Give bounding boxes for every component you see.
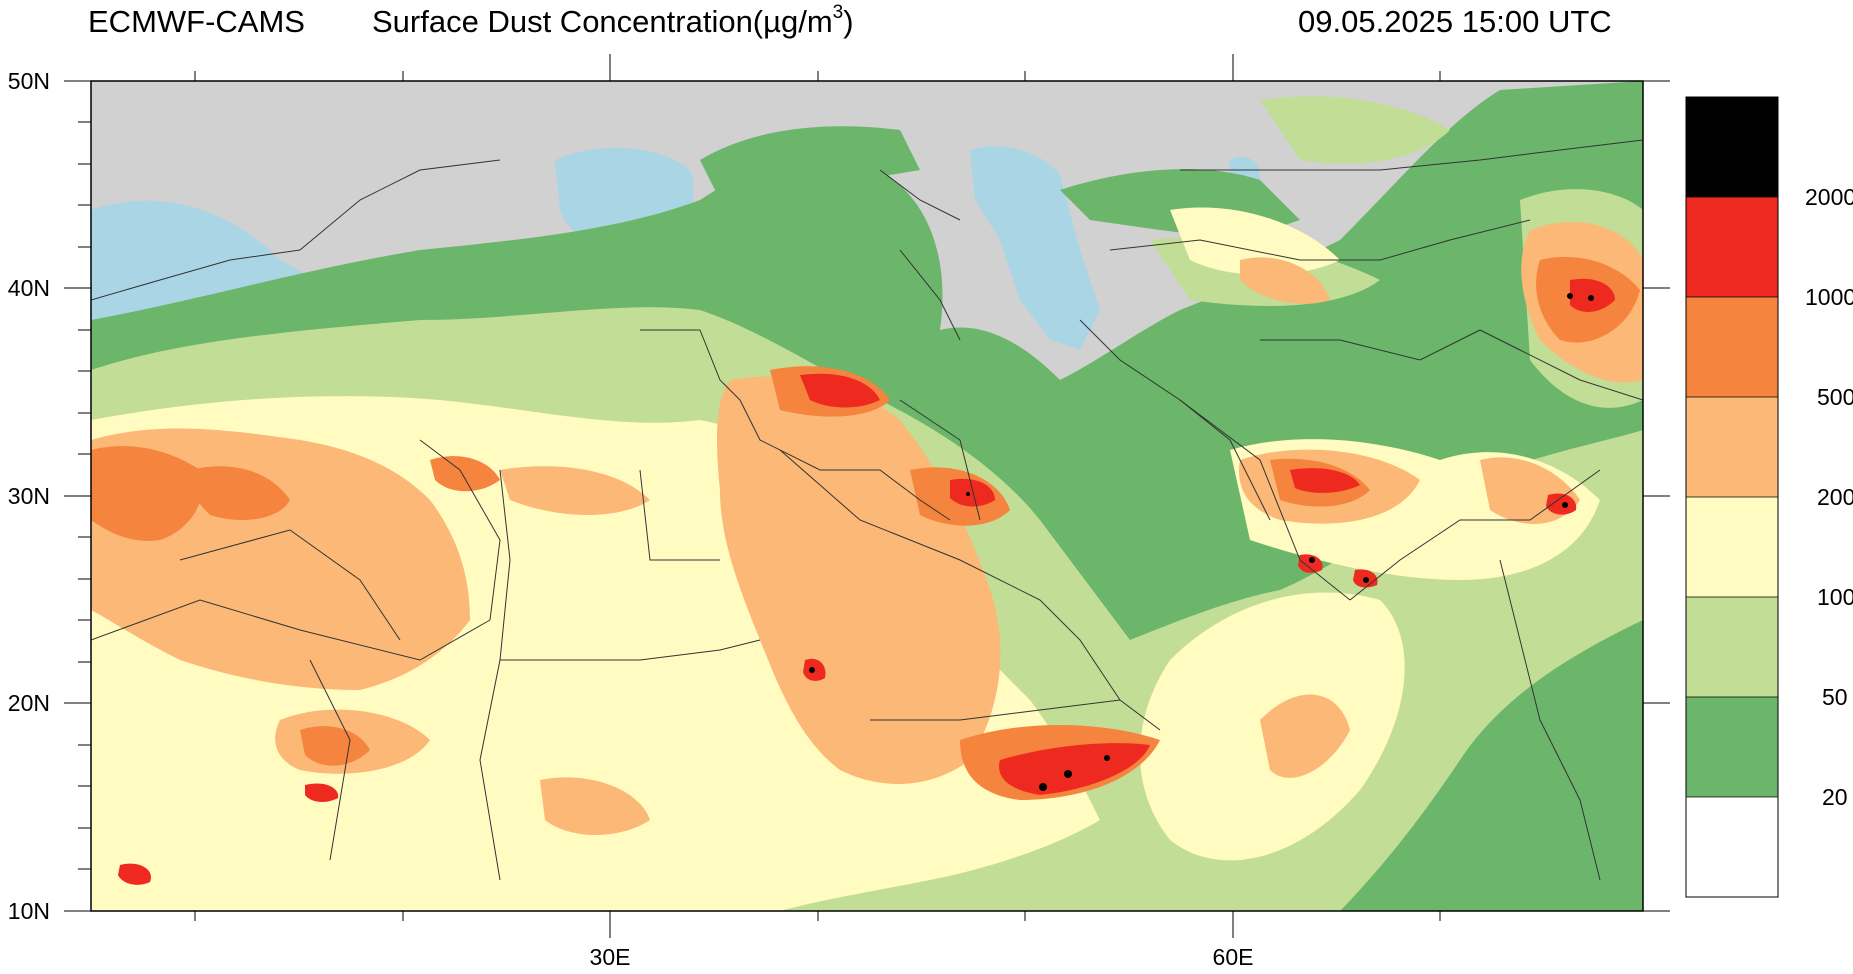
colorbar-box-20 (1686, 697, 1778, 797)
colorbar-box-2000 (1686, 97, 1778, 197)
colorbar-box-200 (1686, 397, 1778, 497)
colorbar-label-20: 20 (1822, 784, 1848, 810)
lon-label-60e: 60E (1213, 944, 1254, 970)
colorbar-box-1000 (1686, 197, 1778, 297)
caspian-sea (970, 146, 1100, 350)
colorbar-label-2000: 2000 (1805, 184, 1853, 210)
valid-time: 09.05.2025 15:00 UTC (1298, 4, 1612, 39)
colorbar-box-500 (1686, 297, 1778, 397)
colorbar-label-200: 200 (1817, 484, 1853, 510)
lat-label-20n: 20N (8, 690, 50, 716)
country-borders (91, 139, 1643, 881)
colorbar-label-1000: 1000 (1805, 284, 1853, 310)
field-title-close: ) (843, 4, 854, 39)
lat-label-50n: 50N (8, 68, 50, 94)
colorbar-box-50 (1686, 597, 1778, 697)
dust-level-2000 (809, 293, 1594, 791)
colorbar: 2000 1000 500 200 100 50 20 (1685, 96, 1853, 898)
lat-label-40n: 40N (8, 275, 50, 301)
colorbar-box-100 (1686, 497, 1778, 597)
lon-ticks (194, 54, 1441, 938)
lat-label-30n: 30N (8, 483, 50, 509)
model-source-title: ECMWF-CAMS (88, 4, 305, 39)
dust-contours (91, 81, 1643, 911)
unit-exponent: 3 (832, 2, 844, 23)
map-field (91, 81, 1643, 911)
colorbar-label-50: 50 (1822, 684, 1848, 710)
colorbar-box-below (1686, 797, 1778, 897)
lat-ticks (64, 80, 1670, 912)
field-title-text: Surface Dust Concentration(µg/m (372, 4, 833, 39)
colorbar-label-500: 500 (1817, 384, 1853, 410)
colorbar-label-100: 100 (1817, 584, 1853, 610)
lat-label-10n: 10N (8, 898, 50, 924)
lon-label-30e: 30E (590, 944, 631, 970)
field-title: Surface Dust Concentration(µg/m3) (372, 2, 854, 40)
